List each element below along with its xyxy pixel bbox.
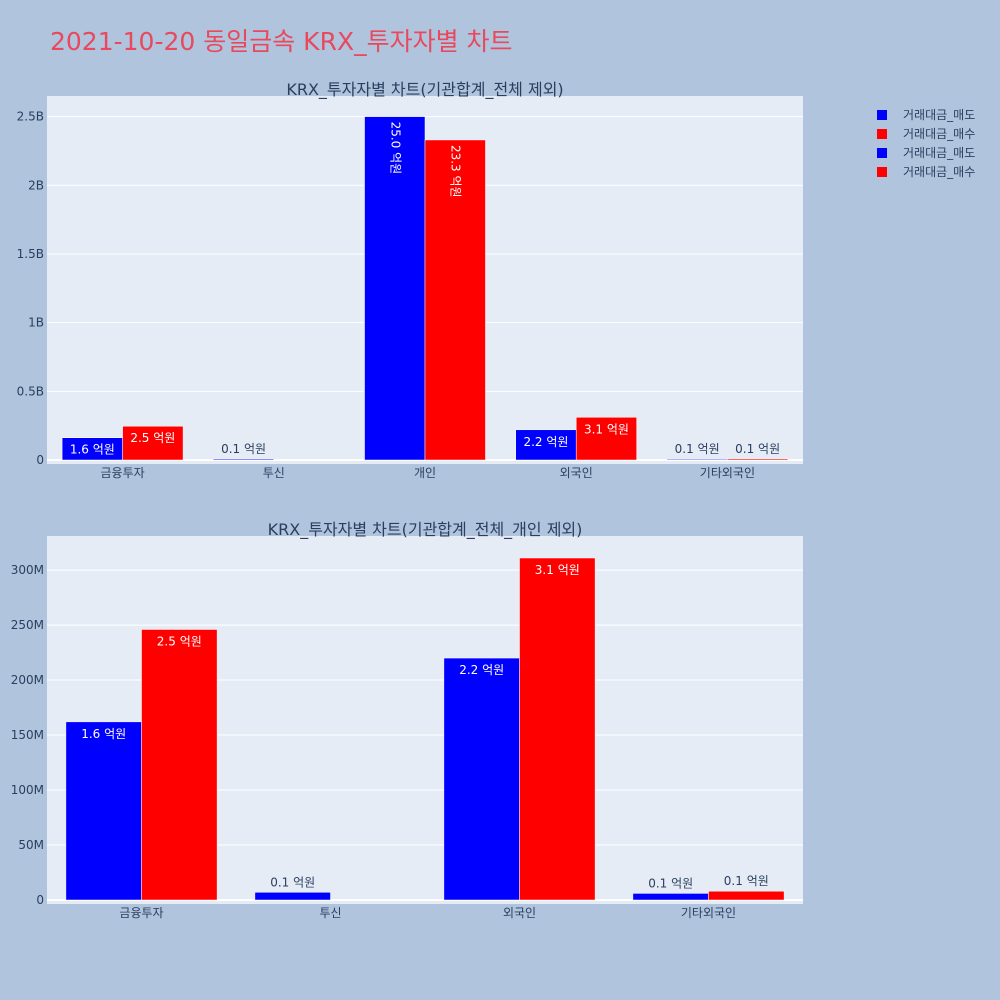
data-label: 2.5 억원 <box>157 634 202 648</box>
bar-sell <box>254 892 331 901</box>
data-label: 0.1 억원 <box>735 442 780 456</box>
chart-title: KRX_투자자별 차트(기관합계_전체 제외) <box>286 80 563 100</box>
legend-label: 거래대금_매도 <box>903 146 975 160</box>
chart-2: 0 50M 100M 150M 200M 250M 300M KRX_투자자별 차트(기관합계… <box>11 520 803 920</box>
y-tick-label: 100M <box>11 783 44 797</box>
y-tick-label: 50M <box>18 838 44 852</box>
y-tick-label: 0 <box>36 453 44 467</box>
y-tick-label: 250M <box>11 618 44 632</box>
data-label: 0.1 억원 <box>221 442 266 456</box>
bar-buy <box>575 417 637 461</box>
x-tick-label: 개인 <box>414 466 436 480</box>
x-tick-label: 외국인 <box>560 466 593 480</box>
page-title: 2021-10-20 동일금속 KRX_투자자별 차트 <box>50 27 513 56</box>
y-tick-label: 2.5B <box>17 110 44 124</box>
bar-buy <box>727 458 789 461</box>
bar-buy <box>519 557 596 901</box>
x-tick-label: 금융투자 <box>101 466 145 480</box>
y-tick-label: 200M <box>11 673 44 687</box>
bar-sell <box>632 893 709 901</box>
y-tick-label: 1B <box>28 316 44 330</box>
x-tick-label: 금융투자 <box>119 906 163 920</box>
bar-buy <box>122 425 184 461</box>
legend-label: 거래대금_매수 <box>903 127 975 141</box>
data-label: 1.6 억원 <box>81 727 126 741</box>
data-label: 2.5 억원 <box>130 431 175 445</box>
legend-label: 거래대금_매수 <box>903 165 975 179</box>
data-label: 1.6 억원 <box>70 443 115 457</box>
data-label: 0.1 억원 <box>724 874 769 888</box>
y-tick-label: 150M <box>11 728 44 742</box>
data-label: 2.2 억원 <box>523 435 568 449</box>
data-label: 0.1 억원 <box>270 875 315 889</box>
x-tick-label: 기타외국인 <box>681 906 736 920</box>
data-label: 25.0 억원 <box>388 122 402 175</box>
legend-swatch <box>877 167 887 177</box>
bar-buy <box>424 139 486 461</box>
x-tick-label: 투신 <box>263 466 285 480</box>
legend-swatch <box>877 110 887 120</box>
bar-sell <box>65 721 142 901</box>
x-tick-label: 외국인 <box>503 906 536 920</box>
legend-swatch <box>877 148 887 158</box>
data-label: 2.2 억원 <box>459 663 504 677</box>
y-tick-label: 2B <box>28 178 44 192</box>
legend-label: 거래대금_매도 <box>903 108 975 122</box>
bar-sell <box>443 657 520 901</box>
x-tick-label: 기타외국인 <box>700 466 755 480</box>
y-tick-label: 1.5B <box>17 247 44 261</box>
chart-title: KRX_투자자별 차트(기관합계_전체_개인 제외) <box>268 520 583 540</box>
bar-buy <box>141 629 218 901</box>
x-tick-label: 투신 <box>319 906 341 920</box>
data-label: 3.1 억원 <box>584 422 629 436</box>
chart-1: 0 0.5B 1B 1.5B 2B 2.5B KRX_투자자별 차트(기관합계_전체 제외)… <box>17 80 803 480</box>
y-tick-label: 300M <box>11 563 44 577</box>
bar-sell <box>666 458 728 461</box>
data-label: 3.1 억원 <box>535 563 580 577</box>
bar-buy <box>708 890 785 901</box>
legend-swatch <box>877 129 887 139</box>
y-tick-label: 0.5B <box>17 384 44 398</box>
y-tick-label: 0 <box>36 893 44 907</box>
data-label: 23.3 억원 <box>449 145 463 198</box>
bar-sell <box>213 458 275 461</box>
data-label: 0.1 억원 <box>648 876 693 890</box>
data-label: 0.1 억원 <box>675 442 720 456</box>
bar-sell <box>515 429 577 461</box>
